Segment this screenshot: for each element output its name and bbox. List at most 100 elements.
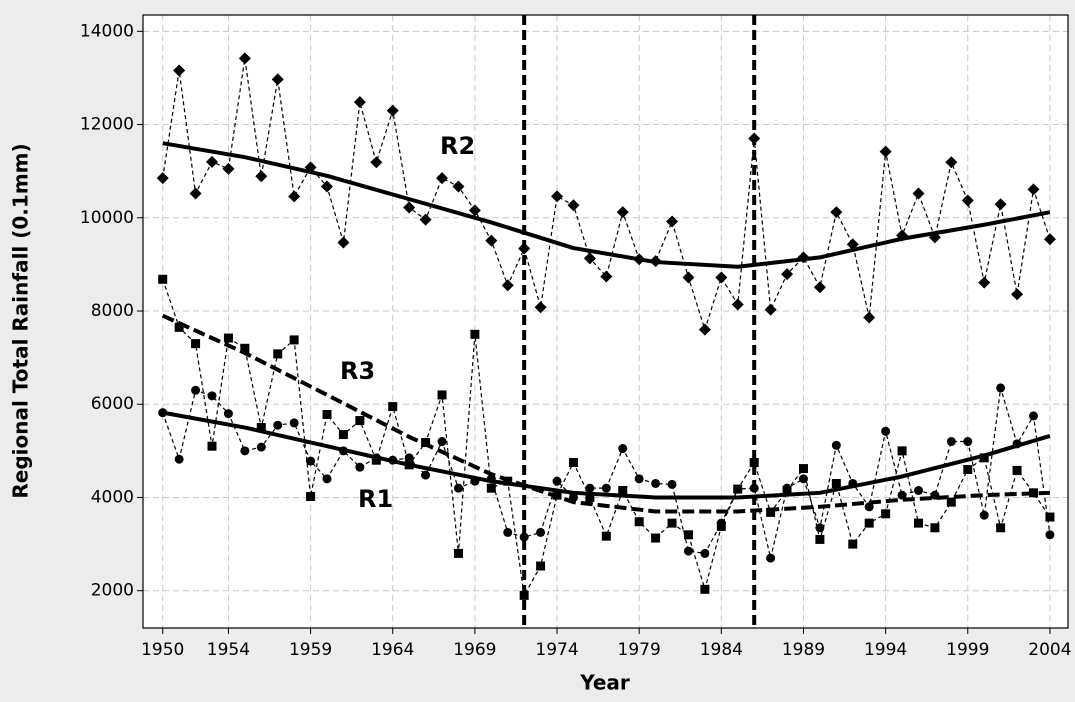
marker <box>996 383 1006 393</box>
marker <box>946 497 956 507</box>
y-tick-label: 6000 <box>91 394 134 414</box>
marker <box>174 454 184 464</box>
marker <box>222 162 235 175</box>
x-tick-label: 1994 <box>864 640 907 660</box>
marker <box>322 409 332 419</box>
marker <box>618 444 628 454</box>
x-tick-label: 1954 <box>207 640 250 660</box>
marker <box>289 335 299 345</box>
marker <box>846 238 859 251</box>
marker <box>978 276 991 289</box>
marker <box>338 430 348 440</box>
marker <box>912 187 925 200</box>
marker <box>437 437 447 447</box>
marker <box>928 231 941 244</box>
trend-line <box>162 141 1051 269</box>
marker <box>749 458 759 468</box>
marker <box>1028 488 1038 498</box>
marker <box>338 446 348 456</box>
marker <box>831 440 841 450</box>
marker <box>731 298 744 311</box>
x-tick-label: 1974 <box>535 640 578 660</box>
y-tick-label: 12000 <box>80 115 134 135</box>
marker <box>436 172 449 185</box>
marker <box>667 479 677 489</box>
marker <box>1028 411 1038 421</box>
marker <box>863 311 876 324</box>
marker <box>945 156 958 169</box>
marker <box>815 534 825 544</box>
x-tick-label: 2004 <box>1028 640 1071 660</box>
marker <box>651 478 661 488</box>
marker <box>930 523 940 533</box>
marker <box>797 251 810 264</box>
marker <box>518 242 531 255</box>
y-tick-label: 14000 <box>80 21 134 41</box>
marker <box>403 201 416 214</box>
marker <box>634 474 644 484</box>
marker <box>798 474 808 484</box>
marker <box>453 483 463 493</box>
marker <box>782 483 792 493</box>
marker <box>716 518 726 528</box>
marker <box>337 236 350 249</box>
marker <box>174 322 184 332</box>
marker <box>321 180 334 193</box>
marker <box>798 464 808 474</box>
marker <box>748 132 761 145</box>
marker <box>764 303 777 316</box>
marker <box>421 437 431 447</box>
x-tick-label: 1984 <box>700 640 743 660</box>
marker <box>601 531 611 541</box>
marker <box>289 418 299 428</box>
marker <box>322 474 332 484</box>
y-axis-title: Regional Total Rainfall (0.1mm) <box>9 143 33 498</box>
marker <box>158 408 168 418</box>
marker <box>618 485 628 495</box>
marker <box>273 349 283 359</box>
marker <box>583 252 596 265</box>
marker <box>486 483 496 493</box>
marker <box>698 323 711 336</box>
marker <box>207 391 217 401</box>
marker <box>288 190 301 203</box>
x-axis-title: Year <box>579 671 630 695</box>
plot-border <box>142 14 1069 629</box>
marker <box>223 333 233 343</box>
marker <box>864 502 874 512</box>
marker <box>881 509 891 519</box>
marker <box>616 206 629 219</box>
marker <box>682 271 695 284</box>
marker <box>519 590 529 600</box>
x-tick-label: 1999 <box>946 640 989 660</box>
marker <box>255 170 268 183</box>
marker <box>486 474 496 484</box>
marker <box>273 420 283 430</box>
marker <box>930 490 940 500</box>
marker <box>256 442 266 452</box>
marker <box>223 409 233 419</box>
marker <box>766 553 776 563</box>
marker <box>996 523 1006 533</box>
marker <box>386 104 399 117</box>
marker <box>649 255 662 268</box>
marker <box>961 194 974 207</box>
marker <box>191 339 201 349</box>
marker <box>979 510 989 520</box>
y-tick-label: 4000 <box>91 487 134 507</box>
marker <box>1012 465 1022 475</box>
marker <box>501 279 514 292</box>
marker <box>815 523 825 533</box>
marker <box>781 268 794 281</box>
marker <box>470 329 480 339</box>
marker <box>271 73 284 86</box>
marker <box>353 96 366 109</box>
marker <box>240 343 250 353</box>
marker <box>238 52 251 65</box>
marker <box>913 518 923 528</box>
marker <box>946 437 956 447</box>
marker <box>1011 288 1024 301</box>
marker <box>963 437 973 447</box>
marker <box>156 172 169 185</box>
marker <box>1045 512 1055 522</box>
